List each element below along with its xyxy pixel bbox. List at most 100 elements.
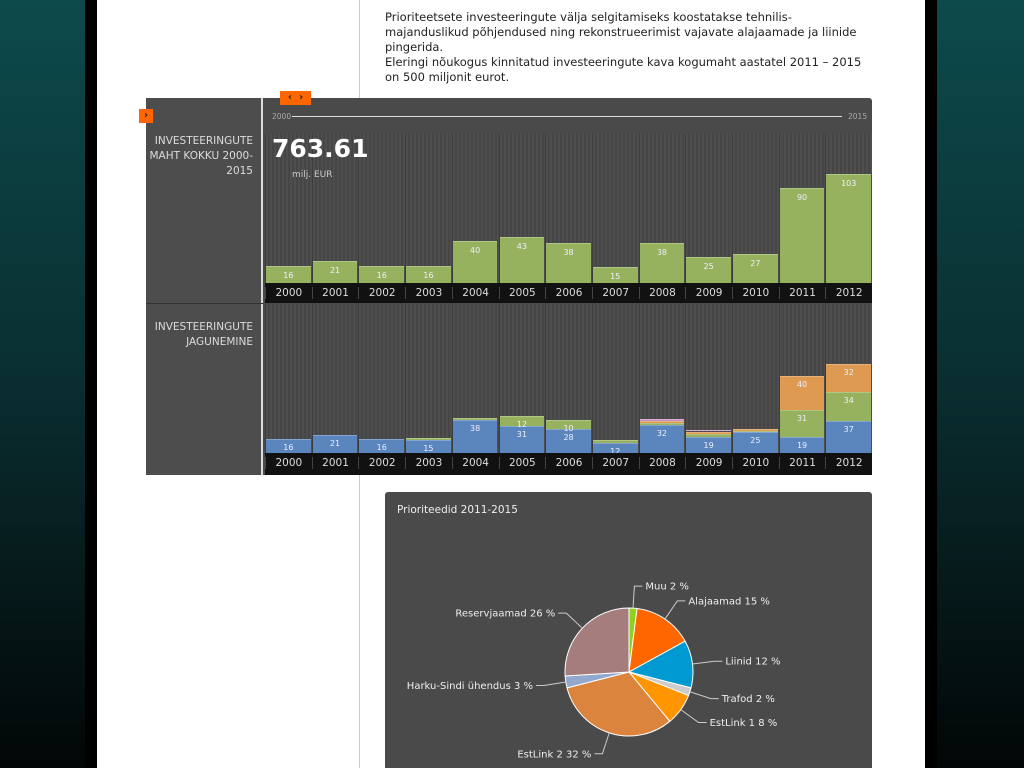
pie-label: Reservjaamad 26 %: [455, 609, 555, 620]
stack-segment-green-2004: [452, 417, 498, 421]
stack-segment-green-2005: 12: [499, 416, 545, 430]
bar-value-label: 16: [376, 271, 387, 281]
column-background: [591, 304, 639, 453]
stack-segment-blue-2000: 16: [266, 439, 311, 453]
stack-segment-orange-2009: [686, 431, 731, 435]
stack-segment-orange-2008: [639, 421, 685, 423]
year-label-2012: 2012: [825, 287, 872, 299]
stack-segment-orange-2012: 32: [826, 364, 872, 392]
pie-connector: [536, 681, 566, 686]
year-label-2009: 2009: [685, 457, 732, 469]
year-label-2006: 2006: [545, 457, 592, 469]
stack-segment-blue-2006: 28: [546, 428, 591, 453]
column-background: [591, 134, 639, 283]
expand-panel-button[interactable]: ›: [139, 109, 153, 123]
segment-value-label: 28: [563, 432, 574, 442]
stack-segment-green-2006: 10: [546, 420, 591, 433]
bar-value-label: 21: [329, 265, 341, 275]
chart1-title: INVESTEERINGUTE MAHT KOKKU 2000-2015: [149, 135, 254, 177]
pie-slice[interactable]: [564, 607, 630, 677]
total-bar-2006: 38: [546, 242, 591, 283]
segment-value-label: 38: [470, 424, 481, 434]
pie-connector: [680, 709, 707, 724]
pie-connector: [594, 732, 610, 755]
stack-segment-blue-2012: 37: [826, 421, 872, 453]
segment-value-label: 31: [796, 414, 808, 423]
stack-segment-orange-2010: [733, 428, 778, 431]
total-unit: milj. EUR: [292, 170, 333, 180]
segment-value-label: 15: [423, 444, 434, 454]
year-label-2010: 2010: [732, 457, 779, 469]
total-bar-2007: 15: [592, 267, 638, 283]
intro-paragraph-1: Prioriteetsete investeeringute välja sel…: [385, 10, 857, 54]
column-background: [358, 134, 406, 283]
total-bar-2010: 27: [733, 254, 778, 283]
chevron-right-icon[interactable]: ›: [298, 92, 304, 103]
pie-connector: [692, 660, 723, 665]
segment-value-label: 19: [703, 440, 714, 450]
total-bar-2001: 21: [312, 260, 358, 283]
segment-value-label: 40: [796, 379, 808, 389]
stack-segment-blue-2005: 31: [499, 426, 545, 453]
year-label-2000: 2000: [265, 287, 312, 299]
year-label-2003: 2003: [405, 457, 452, 469]
chevron-left-icon[interactable]: ‹: [287, 92, 293, 103]
year-label-2009: 2009: [685, 287, 732, 299]
total-bar-2003: 16: [406, 266, 451, 283]
column-background: [311, 134, 359, 283]
segment-value-label: 10: [563, 424, 574, 434]
column-background: [732, 304, 779, 453]
stack-segment-green-2009: [686, 434, 731, 437]
segment-value-label: 21: [329, 438, 341, 448]
stack-segment-orange-2011: 40: [779, 375, 825, 410]
total-bar-2004: 40: [452, 240, 498, 283]
total-bar-2012: 103: [826, 173, 872, 283]
segment-value-label: 31: [516, 430, 527, 440]
pie-label: Alajaamad 15 %: [688, 596, 770, 607]
year-label-2007: 2007: [591, 457, 639, 469]
year-label-2008: 2008: [638, 287, 686, 299]
segment-value-label: 34: [843, 395, 854, 405]
pie-chart: Muu 2 % Alajaamad 15 % Liinid 12 % Trafod 2…: [407, 582, 781, 761]
column-background: [405, 134, 452, 283]
bar-value-label: 38: [656, 247, 668, 257]
pie-slice[interactable]: [566, 671, 671, 737]
year-axis: [265, 283, 872, 303]
year-label-2001: 2001: [311, 287, 359, 299]
total-bar-2005: 43: [499, 237, 545, 283]
pie-label: Liinid 12 %: [725, 657, 780, 668]
pie-connector: [689, 691, 719, 700]
stack-segment-blue-2008: 32: [639, 425, 685, 453]
total-bar-2011: 90: [779, 187, 825, 283]
stack-segment-blue-2007: 12: [592, 442, 638, 456]
total-bar-2000: 16: [266, 266, 311, 283]
stack-segment-blue-2011: 19: [779, 436, 825, 453]
stack-segment-blue-2004: 38: [452, 420, 498, 453]
bar-value-label: 43: [516, 242, 527, 252]
pie-label: Harku-Sindi ühendus 3 %: [407, 681, 533, 692]
stack-segment-blue-2002: 16: [359, 439, 405, 453]
timeline-slider-track[interactable]: [292, 116, 842, 117]
column-background: [405, 304, 452, 453]
bar-value-label: 90: [796, 192, 808, 202]
segment-value-label: 16: [376, 443, 387, 453]
pie-label: EstLink 1 8 %: [710, 718, 778, 729]
segment-value-label: 32: [843, 368, 854, 378]
bar-value-label: 25: [703, 261, 714, 271]
total-bar-2002: 16: [359, 266, 405, 283]
year-label-2005: 2005: [498, 287, 546, 299]
stack-segment-pink-2008: [639, 419, 685, 422]
year-label-2007: 2007: [591, 287, 639, 299]
bar-value-label: 15: [610, 272, 621, 282]
total-value: 763.61: [272, 134, 369, 163]
stack-segment-green-2008: [639, 422, 685, 426]
column-background: [685, 304, 732, 453]
segment-value-label: 12: [516, 420, 527, 430]
year-label-2001: 2001: [311, 457, 359, 469]
chart2-title: INVESTEERINGUTE JAGUNEMINE: [154, 321, 253, 348]
pie-label: Muu 2 %: [645, 582, 689, 593]
timeline-end: 2015: [848, 112, 868, 121]
pie-slice[interactable]: [628, 607, 686, 673]
stack-segment-green-2012: 34: [826, 391, 872, 422]
timeline-range-handle[interactable]: ‹ ›: [280, 91, 311, 105]
